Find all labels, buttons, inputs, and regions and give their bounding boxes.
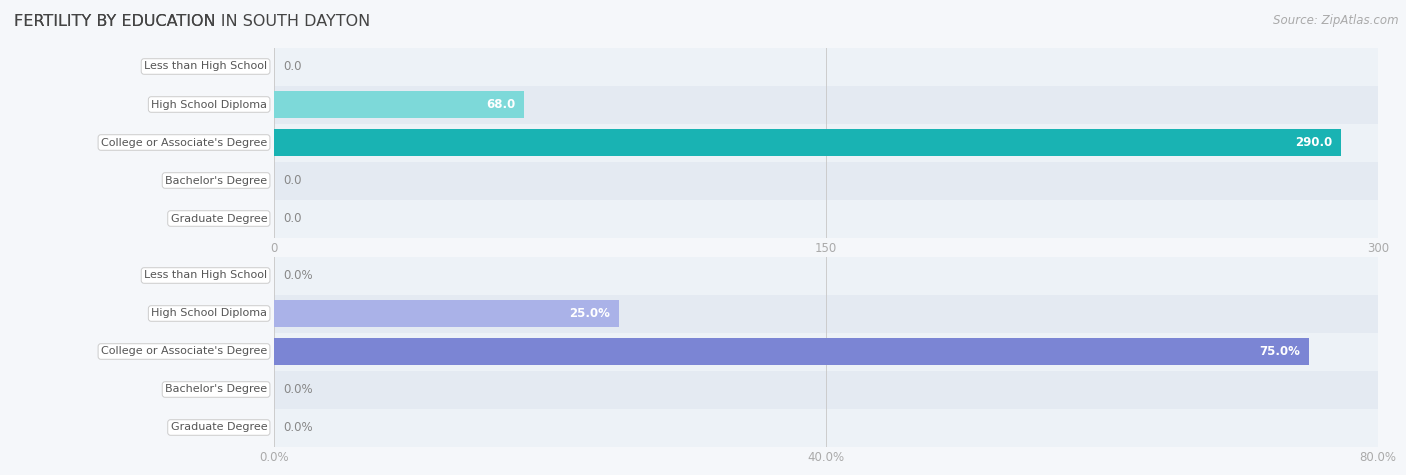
Text: 290.0: 290.0: [1295, 136, 1333, 149]
Text: Graduate Degree: Graduate Degree: [170, 213, 267, 224]
Text: Bachelor's Degree: Bachelor's Degree: [165, 384, 267, 395]
Text: 25.0%: 25.0%: [569, 307, 610, 320]
Bar: [274, 294, 1378, 332]
Text: 0.0: 0.0: [283, 212, 301, 225]
Text: 0.0%: 0.0%: [283, 269, 312, 282]
Text: 75.0%: 75.0%: [1260, 345, 1301, 358]
Bar: [274, 91, 524, 118]
Text: Graduate Degree: Graduate Degree: [170, 422, 267, 433]
Bar: [274, 162, 1378, 199]
Text: Less than High School: Less than High School: [143, 270, 267, 281]
Text: 0.0: 0.0: [283, 60, 301, 73]
Bar: [274, 200, 1378, 238]
Bar: [274, 86, 1378, 124]
Text: FERTILITY BY EDUCATION: FERTILITY BY EDUCATION: [14, 14, 221, 29]
Bar: [274, 338, 1309, 365]
Bar: [274, 129, 1341, 156]
Bar: [274, 332, 1378, 371]
Bar: [274, 370, 1378, 408]
Text: Less than High School: Less than High School: [143, 61, 267, 72]
Text: FERTILITY BY EDUCATION IN SOUTH DAYTON: FERTILITY BY EDUCATION IN SOUTH DAYTON: [14, 14, 370, 29]
Text: College or Associate's Degree: College or Associate's Degree: [101, 137, 267, 148]
Text: 0.0: 0.0: [283, 174, 301, 187]
Text: 0.0%: 0.0%: [283, 421, 312, 434]
Bar: [274, 256, 1378, 294]
Text: 0.0%: 0.0%: [283, 383, 312, 396]
Text: High School Diploma: High School Diploma: [150, 308, 267, 319]
Text: High School Diploma: High School Diploma: [150, 99, 267, 110]
Text: College or Associate's Degree: College or Associate's Degree: [101, 346, 267, 357]
Text: 68.0: 68.0: [486, 98, 516, 111]
Bar: [274, 124, 1378, 162]
Text: Bachelor's Degree: Bachelor's Degree: [165, 175, 267, 186]
Text: Source: ZipAtlas.com: Source: ZipAtlas.com: [1274, 14, 1399, 27]
Bar: [274, 48, 1378, 86]
Bar: [274, 408, 1378, 446]
Bar: [274, 300, 619, 327]
